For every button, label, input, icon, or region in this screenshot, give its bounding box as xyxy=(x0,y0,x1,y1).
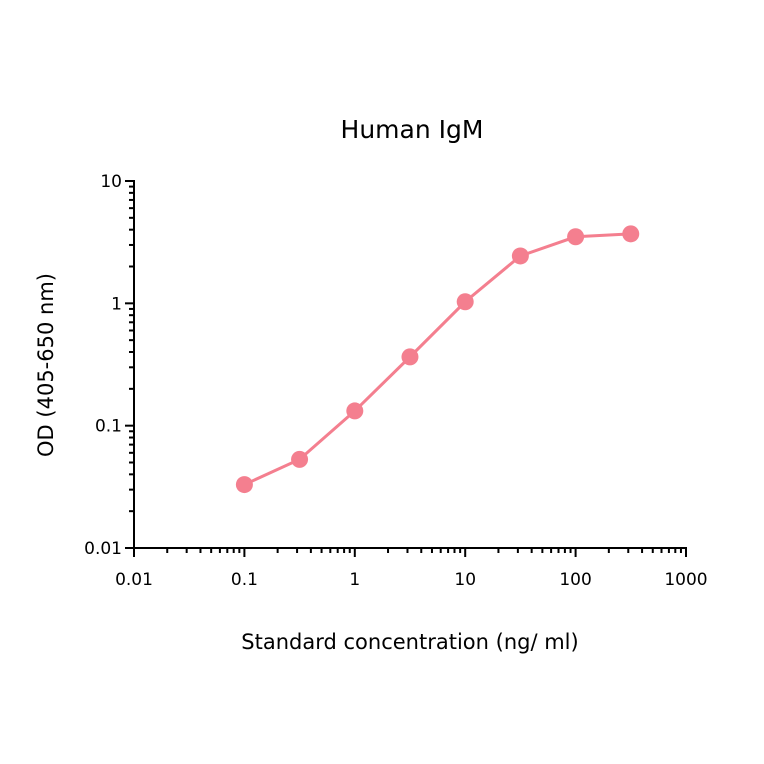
data-point xyxy=(401,348,419,366)
x-axis-label: Standard concentration (ng/ ml) xyxy=(241,630,578,654)
data-series xyxy=(235,225,640,494)
y-axis-label: OD (405-650 nm) xyxy=(34,273,58,457)
data-point xyxy=(511,247,529,265)
chart-title: Human IgM xyxy=(341,115,484,144)
y-tick-label: 1 xyxy=(111,294,122,314)
x-tick-label: 0.1 xyxy=(231,570,258,590)
x-tick-label: 10 xyxy=(454,570,476,590)
x-tick-label: 1 xyxy=(349,570,360,590)
y-tick-label: 0.01 xyxy=(84,539,122,559)
x-tick-label: 100 xyxy=(559,570,591,590)
data-point xyxy=(567,228,585,246)
axes: 0.01 0.1 1 10 100 1000 0.01 0.1 1 10 xyxy=(84,172,707,590)
data-point xyxy=(622,225,640,243)
x-tick-label: 0.01 xyxy=(115,570,153,590)
y-tick-label: 10 xyxy=(100,172,122,192)
x-tick-label: 1000 xyxy=(664,570,707,590)
data-point xyxy=(346,402,364,420)
series-line xyxy=(243,232,631,486)
y-tick-label: 0.1 xyxy=(95,417,122,437)
data-point xyxy=(235,476,253,494)
data-point xyxy=(291,450,309,468)
data-point xyxy=(456,293,474,311)
